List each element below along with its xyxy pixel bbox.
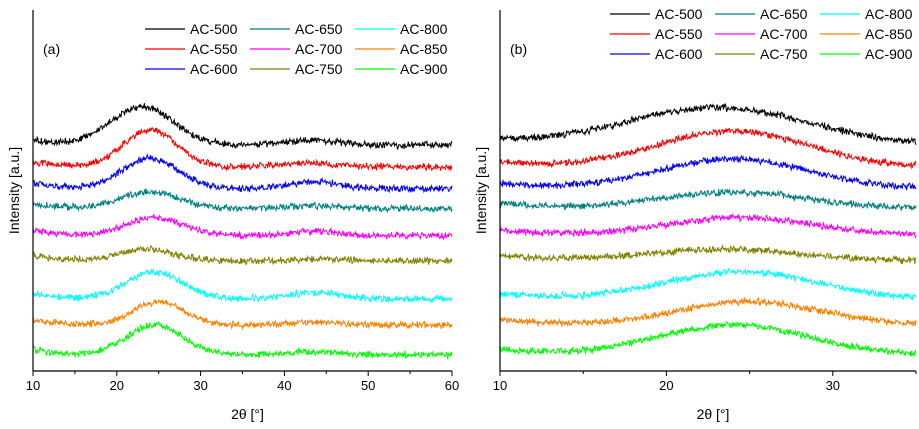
series-line-ac-600: [32, 153, 453, 194]
legend-entry: AC-800: [865, 6, 913, 22]
legend-entry: AC-900: [865, 46, 913, 62]
x-tick-label: 10: [493, 378, 507, 393]
legend: AC-500 AC-550 AC-600 AC-650 AC-700 AC-750 AC-8…: [145, 21, 448, 77]
series-line-ac-900: [32, 320, 453, 361]
x-tick-label: 20: [110, 378, 124, 393]
legend-entry: AC-850: [865, 26, 913, 42]
chart-panel-1: 10 20 30 40 50 60 2θ [°] Intensity [a.u.] (a) AC-…: [6, 10, 459, 422]
x-tick-label: 10: [26, 378, 40, 393]
x-tick-label: 60: [445, 378, 459, 393]
legend-entry: AC-800: [400, 21, 448, 37]
legend-entry: AC-700: [295, 41, 343, 57]
y-axis-label: Intensity [a.u.]: [6, 147, 22, 234]
series-line-ac-550: [499, 128, 917, 170]
series-group: [32, 103, 453, 361]
legend-entry: AC-700: [760, 26, 808, 42]
x-tick-label: 50: [361, 378, 375, 393]
x-tick-label: 40: [277, 378, 291, 393]
series-line-ac-800: [32, 267, 453, 304]
legend-entry: AC-650: [295, 21, 343, 37]
series-line-ac-700: [499, 212, 917, 239]
x-axis-label: 2θ [°]: [697, 406, 730, 422]
series-line-ac-650: [32, 188, 453, 214]
legend-entry: AC-750: [760, 46, 808, 62]
series-line-ac-800: [499, 267, 917, 301]
legend-entry: AC-550: [190, 41, 238, 57]
x-tick-label: 30: [193, 378, 207, 393]
y-axis-label: Intensity [a.u.]: [473, 147, 489, 234]
series-line-ac-550: [32, 127, 453, 172]
series-line-ac-650: [499, 188, 917, 211]
series-line-ac-850: [499, 296, 917, 327]
legend-entry: AC-900: [400, 61, 448, 77]
legend-entry: AC-500: [655, 6, 703, 22]
legend-entry: AC-750: [295, 61, 343, 77]
series-line-ac-750: [32, 244, 453, 266]
x-tick-label: 30: [826, 378, 840, 393]
series-line-ac-900: [499, 321, 917, 357]
panel-label: (b): [510, 41, 527, 57]
series-line-ac-750: [499, 243, 917, 265]
legend-entry: AC-600: [190, 61, 238, 77]
x-tick-label: 20: [659, 378, 673, 393]
legend-entry: AC-650: [760, 6, 808, 22]
legend-entry: AC-500: [190, 21, 238, 37]
series-line-ac-600: [499, 154, 917, 191]
series-line-ac-500: [32, 103, 453, 151]
series-group: [499, 102, 917, 357]
series-line-ac-850: [32, 298, 453, 331]
panel-label: (a): [43, 41, 60, 57]
legend-entry: AC-550: [655, 26, 703, 42]
series-line-ac-500: [499, 102, 917, 145]
legend-entry: AC-600: [655, 46, 703, 62]
series-line-ac-700: [32, 214, 453, 241]
x-axis-label: 2θ [°]: [231, 406, 264, 422]
legend: AC-500 AC-550 AC-600 AC-650 AC-700 AC-750 AC-8…: [610, 6, 913, 62]
legend-entry: AC-850: [400, 41, 448, 57]
